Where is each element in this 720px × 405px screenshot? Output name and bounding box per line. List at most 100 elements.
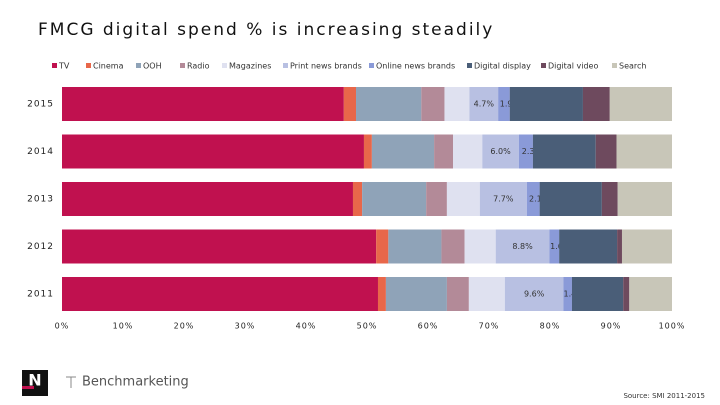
legend-label: Print news brands <box>290 62 362 71</box>
bar-segment <box>609 87 672 121</box>
value-label: 4.7% <box>474 100 495 109</box>
bar-segment <box>62 182 353 216</box>
logo-text: Benchmarketing <box>82 375 189 390</box>
x-tick-label: 10% <box>113 322 134 331</box>
bar-segment <box>601 182 618 216</box>
logo-strip <box>22 386 34 389</box>
x-tick-label: 90% <box>601 322 622 331</box>
y-tick-label: 2015 <box>27 100 54 110</box>
x-tick-label: 30% <box>235 322 256 331</box>
value-label: 6.0% <box>490 147 511 156</box>
bar-segment <box>617 182 672 216</box>
legend-label: Radio <box>187 62 210 71</box>
legend-label: Digital display <box>474 62 531 71</box>
x-tick-label: 20% <box>174 322 195 331</box>
chart-title: FMCG digital spend % is increasing stead… <box>38 20 494 40</box>
legend-label: Magazines <box>229 62 271 71</box>
legend-swatch <box>222 63 227 68</box>
bar-segment <box>595 134 617 169</box>
value-label: 8.8% <box>512 242 533 251</box>
bar-segment <box>426 182 447 216</box>
y-tick-label: 2012 <box>27 242 54 252</box>
bar-segment <box>482 134 519 169</box>
bar-segment <box>362 182 427 216</box>
x-tick-label: 80% <box>540 322 561 331</box>
bar-segment <box>629 277 672 311</box>
source: Source: SMI 2011-2015 <box>623 392 705 400</box>
bar-segment <box>526 182 540 216</box>
bar-segment <box>549 229 560 264</box>
value-label: 7.7% <box>493 195 514 204</box>
bar-segment <box>571 277 624 311</box>
bar-segment <box>616 134 672 169</box>
bar-segment <box>446 277 469 311</box>
legend-label: Cinema <box>93 62 124 71</box>
bar-segment <box>441 229 465 264</box>
bar-segment <box>385 277 447 311</box>
bar-segment <box>479 182 527 216</box>
legend-swatch <box>612 63 617 68</box>
bar-segment <box>518 134 533 169</box>
bar-segment <box>498 87 510 121</box>
bar-segment <box>62 134 364 169</box>
value-label: 2.3% <box>522 147 543 156</box>
bar-segment <box>388 229 442 264</box>
bar-segment <box>464 229 496 264</box>
brand-mark: N <box>28 371 41 390</box>
bar-segment <box>495 229 550 264</box>
bar-segment <box>446 182 480 216</box>
legend-label: OOH <box>143 62 162 71</box>
legend-swatch <box>541 63 546 68</box>
x-tick-label: 60% <box>418 322 439 331</box>
bar-segment <box>421 87 445 121</box>
bar-segment <box>617 229 622 264</box>
x-tick-label: 0% <box>55 322 70 331</box>
x-tick-label: 50% <box>357 322 378 331</box>
bar-segment <box>509 87 583 121</box>
y-tick-label: 2013 <box>27 195 54 205</box>
bar-segment <box>559 229 618 264</box>
value-label: 9.6% <box>524 290 545 299</box>
bar-segment <box>356 87 422 121</box>
legend-label: Digital video <box>548 62 598 71</box>
bar-segment <box>469 87 499 121</box>
x-tick-label: 70% <box>479 322 500 331</box>
bar-segment <box>371 134 435 169</box>
bar-segment <box>468 277 505 311</box>
bar-segment <box>444 87 470 121</box>
bar-segment <box>539 182 602 216</box>
bar-segment <box>62 277 378 311</box>
bar-segment <box>563 277 572 311</box>
y-tick-label: 2014 <box>27 147 54 157</box>
legend-swatch <box>467 63 472 68</box>
legend-swatch <box>369 63 374 68</box>
logo: N Benchmarketing <box>22 370 189 396</box>
y-tick-label: 2011 <box>27 290 54 300</box>
bar-segment <box>377 277 386 311</box>
x-tick-label: 40% <box>296 322 317 331</box>
bar-segment <box>453 134 483 169</box>
x-tick-label: 100% <box>659 322 686 331</box>
legend-swatch <box>283 63 288 68</box>
bar-segment <box>504 277 564 311</box>
bar-segment <box>376 229 389 264</box>
bar-segment <box>623 277 630 311</box>
value-label: 2.1% <box>529 195 550 204</box>
bar-segment <box>532 134 596 169</box>
legend-swatch <box>52 63 57 68</box>
legend-swatch <box>136 63 141 68</box>
bar-segment <box>363 134 372 169</box>
legend-swatch <box>180 63 185 68</box>
bar-segment <box>343 87 357 121</box>
bar-segment <box>582 87 610 121</box>
logo-box <box>22 370 48 396</box>
bar-segment <box>621 229 672 264</box>
bar-segment <box>352 182 363 216</box>
legend-label: TV <box>58 62 70 71</box>
bar-segment <box>434 134 454 169</box>
legend-label: Online news brands <box>376 62 455 71</box>
bar-segment <box>62 229 377 264</box>
legend-label: Search <box>619 62 646 71</box>
bar-segment <box>62 87 344 121</box>
